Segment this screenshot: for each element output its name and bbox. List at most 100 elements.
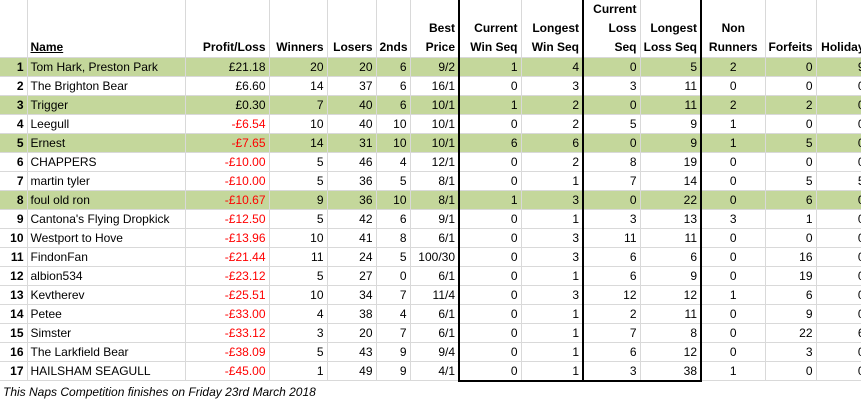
losers-header[interactable]: Losers [327, 0, 377, 58]
non-runners-cell[interactable]: 0 [701, 247, 766, 267]
profit-loss-cell[interactable]: -£10.00 [185, 152, 270, 172]
name-cell[interactable]: Leegull [27, 114, 186, 134]
rank-cell[interactable]: 4 [0, 114, 28, 134]
losers-cell[interactable]: 27 [327, 266, 377, 286]
holiday-cell[interactable]: 0 [816, 304, 861, 324]
current-win-seq-header[interactable]: Current Win Seq [458, 0, 522, 58]
profit-loss-cell[interactable]: -£33.12 [185, 323, 270, 343]
name-cell[interactable]: Kevtherev [27, 285, 186, 305]
best-price-cell[interactable]: 6/1 [410, 228, 460, 248]
best-price-cell[interactable]: 16/1 [410, 76, 460, 96]
current-loss-seq-cell[interactable]: 2 [583, 304, 641, 324]
rank-cell[interactable]: 13 [0, 285, 28, 305]
seconds-cell[interactable]: 6 [376, 76, 411, 96]
seconds-cell[interactable]: 6 [376, 57, 411, 77]
longest-win-seq-cell[interactable]: 3 [521, 76, 584, 96]
rank-cell[interactable]: 3 [0, 95, 28, 115]
losers-cell[interactable]: 38 [327, 304, 377, 324]
forfeits-header[interactable]: Forfeits [765, 0, 817, 58]
longest-win-seq-cell[interactable]: 2 [521, 95, 584, 115]
longest-loss-seq-cell[interactable]: 6 [640, 247, 702, 267]
losers-cell[interactable]: 43 [327, 342, 377, 362]
current-loss-seq-cell[interactable]: 6 [583, 266, 641, 286]
longest-win-seq-cell[interactable]: 2 [521, 152, 584, 172]
profit-loss-cell[interactable]: -£13.96 [185, 228, 270, 248]
current-win-seq-cell[interactable]: 0 [458, 304, 522, 324]
rank-cell[interactable]: 8 [0, 190, 28, 210]
rank-cell[interactable]: 12 [0, 266, 28, 286]
name-cell[interactable]: albion534 [27, 266, 186, 286]
longest-win-seq-cell[interactable]: 1 [521, 323, 584, 343]
losers-cell[interactable]: 36 [327, 171, 377, 191]
best-price-cell[interactable]: 4/1 [410, 361, 460, 381]
profit-loss-cell[interactable]: -£12.50 [185, 209, 270, 229]
longest-loss-seq-cell[interactable]: 9 [640, 133, 702, 153]
profit-loss-cell[interactable]: £6.60 [185, 76, 270, 96]
non-runners-cell[interactable]: 1 [701, 361, 766, 381]
longest-win-seq-cell[interactable]: 3 [521, 247, 584, 267]
forfeits-cell[interactable]: 16 [765, 247, 817, 267]
name-cell[interactable]: Ernest [27, 133, 186, 153]
losers-cell[interactable]: 24 [327, 247, 377, 267]
holiday-cell[interactable]: 0 [816, 95, 861, 115]
rank-cell[interactable]: 16 [0, 342, 28, 362]
holiday-cell[interactable]: 6 [816, 323, 861, 343]
winners-cell[interactable]: 5 [269, 342, 328, 362]
seconds-cell[interactable]: 10 [376, 190, 411, 210]
holiday-cell[interactable]: 0 [816, 190, 861, 210]
longest-win-seq-cell[interactable]: 1 [521, 342, 584, 362]
winners-cell[interactable]: 9 [269, 190, 328, 210]
current-win-seq-cell[interactable]: 1 [458, 190, 522, 210]
profit-loss-cell[interactable]: -£10.67 [185, 190, 270, 210]
current-win-seq-cell[interactable]: 0 [458, 285, 522, 305]
longest-win-seq-cell[interactable]: 3 [521, 285, 584, 305]
longest-loss-seq-cell[interactable]: 5 [640, 57, 702, 77]
best-price-cell[interactable]: 9/1 [410, 209, 460, 229]
winners-cell[interactable]: 1 [269, 361, 328, 381]
current-loss-seq-cell[interactable]: 3 [583, 76, 641, 96]
longest-loss-seq-cell[interactable]: 9 [640, 266, 702, 286]
best-price-cell[interactable]: 8/1 [410, 190, 460, 210]
forfeits-cell[interactable]: 5 [765, 171, 817, 191]
name-cell[interactable]: Cantona's Flying Dropkick [27, 209, 186, 229]
losers-cell[interactable]: 49 [327, 361, 377, 381]
winners-cell[interactable]: 11 [269, 247, 328, 267]
current-loss-seq-cell[interactable]: 0 [583, 57, 641, 77]
profit-loss-cell[interactable]: -£33.00 [185, 304, 270, 324]
non-runners-cell[interactable]: 0 [701, 304, 766, 324]
non-runners-cell[interactable]: 0 [701, 323, 766, 343]
losers-cell[interactable]: 20 [327, 57, 377, 77]
current-win-seq-cell[interactable]: 1 [458, 57, 522, 77]
longest-win-seq-cell[interactable]: 4 [521, 57, 584, 77]
forfeits-cell[interactable]: 9 [765, 304, 817, 324]
non-runners-cell[interactable]: 0 [701, 190, 766, 210]
losers-cell[interactable]: 20 [327, 323, 377, 343]
best-price-header[interactable]: Best Price [410, 0, 460, 58]
holiday-cell[interactable]: 0 [816, 114, 861, 134]
holiday-cell[interactable]: 0 [816, 266, 861, 286]
holiday-cell[interactable]: 0 [816, 152, 861, 172]
best-price-cell[interactable]: 9/2 [410, 57, 460, 77]
non-runners-cell[interactable]: 0 [701, 171, 766, 191]
rank-cell[interactable]: 15 [0, 323, 28, 343]
longest-loss-seq-cell[interactable]: 38 [640, 361, 702, 382]
profit-loss-cell[interactable]: -£6.54 [185, 114, 270, 134]
losers-cell[interactable]: 37 [327, 76, 377, 96]
best-price-cell[interactable]: 9/4 [410, 342, 460, 362]
non-runners-cell[interactable]: 0 [701, 152, 766, 172]
winners-cell[interactable]: 7 [269, 95, 328, 115]
longest-loss-seq-cell[interactable]: 12 [640, 342, 702, 362]
rank-cell[interactable]: 6 [0, 152, 28, 172]
longest-win-seq-cell[interactable]: 1 [521, 171, 584, 191]
seconds-cell[interactable]: 4 [376, 304, 411, 324]
current-win-seq-cell[interactable]: 0 [458, 266, 522, 286]
non-runners-cell[interactable]: 3 [701, 209, 766, 229]
